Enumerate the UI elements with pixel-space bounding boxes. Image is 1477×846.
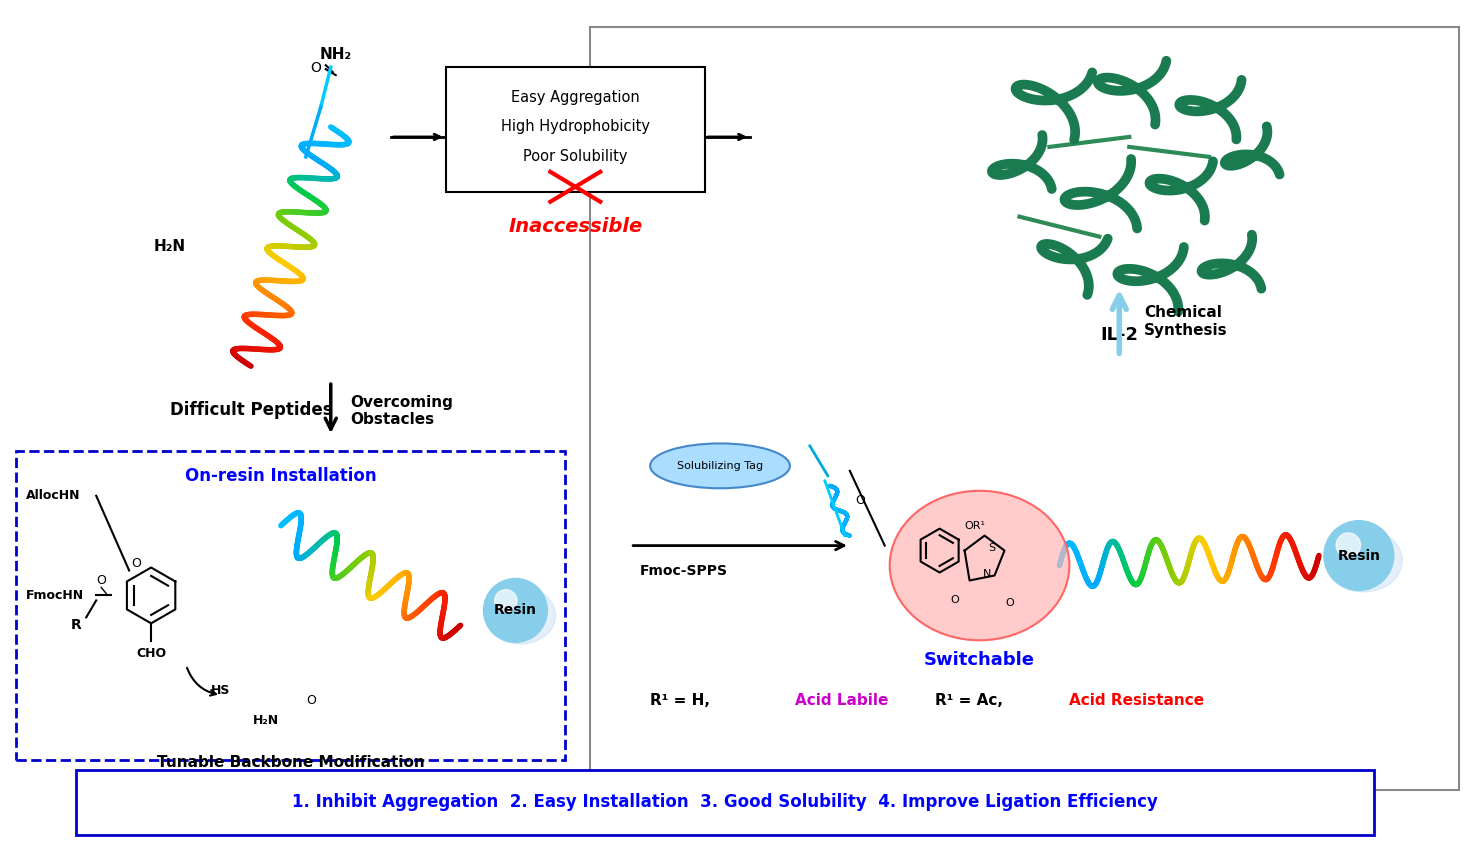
Text: OR¹: OR¹ xyxy=(964,520,985,530)
Text: Overcoming
Obstacles: Overcoming Obstacles xyxy=(350,395,453,427)
Text: HS: HS xyxy=(211,684,230,696)
Text: 1. Inhibit Aggregation  2. Easy Installation  3. Good Solubility  4. Improve Lig: 1. Inhibit Aggregation 2. Easy Installat… xyxy=(292,794,1158,811)
Ellipse shape xyxy=(1325,529,1402,592)
Text: Resin: Resin xyxy=(1337,548,1381,563)
Text: Acid Resistance: Acid Resistance xyxy=(1069,693,1205,707)
Ellipse shape xyxy=(650,443,790,488)
Text: Poor Solubility: Poor Solubility xyxy=(523,150,628,164)
Text: O: O xyxy=(855,494,864,508)
Text: R¹ = H,: R¹ = H, xyxy=(650,693,721,707)
Text: FmocHN: FmocHN xyxy=(27,589,84,602)
FancyBboxPatch shape xyxy=(446,67,705,192)
Text: O: O xyxy=(950,596,959,606)
Text: IL-2: IL-2 xyxy=(1100,327,1139,344)
Text: High Hydrophobicity: High Hydrophobicity xyxy=(501,119,650,135)
Text: O: O xyxy=(131,557,142,570)
Text: Tunable Backbone Modification: Tunable Backbone Modification xyxy=(157,755,425,771)
Ellipse shape xyxy=(486,586,555,644)
Text: Difficult Peptides: Difficult Peptides xyxy=(170,401,332,419)
Text: O: O xyxy=(310,61,321,75)
Text: Acid Labile: Acid Labile xyxy=(795,693,894,707)
Text: Inaccessible: Inaccessible xyxy=(508,217,642,236)
Text: H₂N: H₂N xyxy=(154,239,186,254)
Text: R: R xyxy=(71,618,81,632)
Text: O: O xyxy=(96,574,106,587)
Text: Fmoc-SPPS: Fmoc-SPPS xyxy=(640,563,728,578)
FancyBboxPatch shape xyxy=(77,770,1374,835)
Text: Resin: Resin xyxy=(493,603,538,618)
Bar xyxy=(591,27,1459,790)
Circle shape xyxy=(1337,533,1360,558)
Circle shape xyxy=(483,579,548,642)
Bar xyxy=(16,451,566,760)
Circle shape xyxy=(1323,520,1394,591)
Circle shape xyxy=(495,590,517,612)
Text: CHO: CHO xyxy=(136,646,167,660)
Text: Easy Aggregation: Easy Aggregation xyxy=(511,90,640,105)
Text: O: O xyxy=(1006,598,1013,608)
Text: Solubilizing Tag: Solubilizing Tag xyxy=(676,461,764,471)
Text: S: S xyxy=(988,542,995,552)
Text: Switchable: Switchable xyxy=(925,651,1035,669)
Text: NH₂: NH₂ xyxy=(319,47,352,63)
Text: On-resin Installation: On-resin Installation xyxy=(185,467,377,485)
Text: N: N xyxy=(984,569,991,579)
Ellipse shape xyxy=(889,491,1069,640)
Text: AllocHN: AllocHN xyxy=(27,489,81,503)
Text: O: O xyxy=(306,694,316,706)
Text: Chemical
Synthesis: Chemical Synthesis xyxy=(1145,305,1227,338)
Text: R¹ = Ac,: R¹ = Ac, xyxy=(935,693,1007,707)
Text: H₂N: H₂N xyxy=(253,713,279,727)
